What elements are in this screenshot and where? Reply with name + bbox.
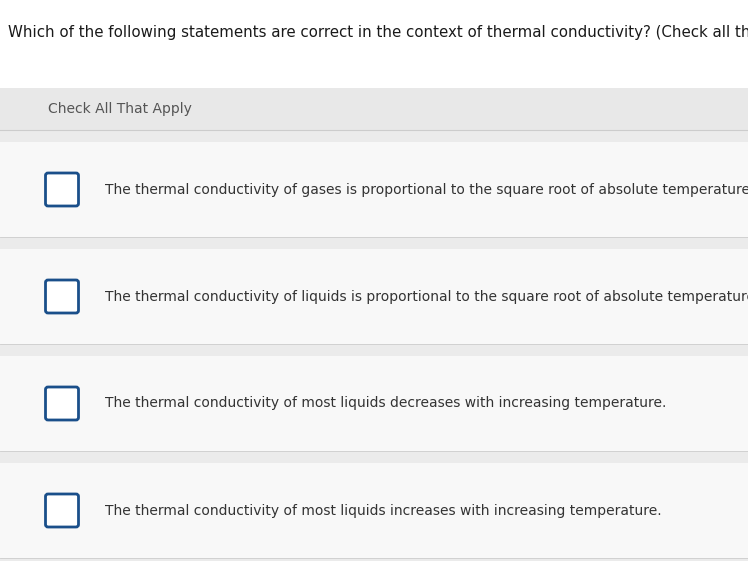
Bar: [0, 451, 748, 463]
Bar: [0, 356, 748, 451]
Text: The thermal conductivity of most liquids increases with increasing temperature.: The thermal conductivity of most liquids…: [105, 504, 662, 517]
Bar: [0, 463, 748, 558]
Text: The thermal conductivity of most liquids decreases with increasing temperature.: The thermal conductivity of most liquids…: [105, 397, 666, 411]
FancyBboxPatch shape: [46, 494, 79, 527]
Text: Check All That Apply: Check All That Apply: [48, 102, 192, 116]
Bar: [0, 558, 748, 561]
Text: The thermal conductivity of liquids is proportional to the square root of absolu: The thermal conductivity of liquids is p…: [105, 289, 748, 304]
Bar: [0, 249, 748, 344]
FancyBboxPatch shape: [46, 387, 79, 420]
Text: The thermal conductivity of gases is proportional to the square root of absolute: The thermal conductivity of gases is pro…: [105, 182, 748, 196]
Bar: [0, 88, 748, 130]
Text: Which of the following statements are correct in the context of thermal conducti: Which of the following statements are co…: [8, 25, 748, 39]
FancyBboxPatch shape: [46, 173, 79, 206]
Bar: [0, 237, 748, 249]
Bar: [0, 142, 748, 237]
FancyBboxPatch shape: [46, 280, 79, 313]
Bar: [0, 344, 748, 356]
Bar: [0, 130, 748, 142]
